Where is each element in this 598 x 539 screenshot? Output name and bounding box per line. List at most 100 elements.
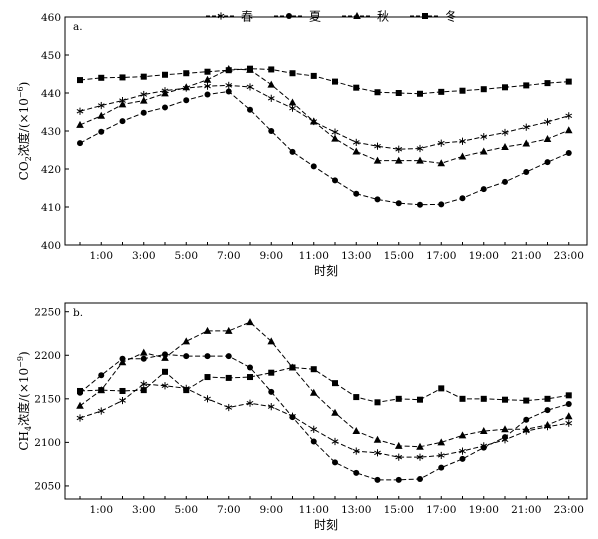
data-point-star xyxy=(267,403,275,411)
data-point-circle xyxy=(247,106,253,113)
data-point-triangle xyxy=(458,431,467,439)
data-point-triangle xyxy=(309,388,318,396)
data-point-triangle xyxy=(267,80,276,88)
data-point-star xyxy=(225,81,233,89)
series-line-triangle xyxy=(79,68,569,164)
data-point-triangle xyxy=(203,75,212,83)
data-point-circle xyxy=(353,190,360,197)
data-point-circle xyxy=(417,201,423,208)
x-tick-label: 5:00 xyxy=(174,504,198,516)
data-point-square xyxy=(438,88,445,95)
data-point-circle xyxy=(438,464,445,471)
x-tick-label: 23:00 xyxy=(554,504,584,516)
y-label-close: ) xyxy=(17,351,31,356)
data-point-circle xyxy=(395,476,402,483)
data-point-star xyxy=(76,107,84,115)
data-point-triangle xyxy=(543,134,552,142)
data-point-star xyxy=(374,449,381,457)
x-tick-label: 3:00 xyxy=(132,504,156,516)
data-point-triangle xyxy=(394,156,403,164)
x-tick-label: 23:00 xyxy=(554,250,584,262)
data-point-star xyxy=(395,145,403,153)
data-point-circle xyxy=(544,407,551,414)
data-point-square xyxy=(565,392,572,399)
data-point-square xyxy=(480,86,487,93)
data-point-star xyxy=(352,138,360,146)
data-point-square xyxy=(268,369,275,376)
data-point-star xyxy=(140,380,148,388)
data-point-square xyxy=(183,387,190,394)
data-point-star xyxy=(437,139,445,147)
series-square xyxy=(77,364,572,406)
data-point-square xyxy=(77,387,83,394)
x-tick-label: 15:00 xyxy=(384,250,414,262)
data-point-square xyxy=(395,90,402,96)
data-point-square xyxy=(289,70,296,77)
data-point-circle xyxy=(98,128,105,135)
data-point-square xyxy=(77,77,83,84)
data-point-circle xyxy=(98,372,105,379)
legend-label-4: 冬 xyxy=(445,9,457,24)
data-point-star xyxy=(352,447,360,455)
y-label-subscript: 4 xyxy=(24,426,33,431)
x-tick-label: 19:00 xyxy=(469,504,499,516)
data-point-star xyxy=(544,118,551,126)
x-axis-label: 时刻 xyxy=(314,264,338,278)
data-point-star xyxy=(97,407,105,415)
data-point-circle xyxy=(140,355,147,362)
data-point-circle xyxy=(523,169,530,176)
data-point-circle xyxy=(417,475,423,482)
data-point-triangle xyxy=(373,435,382,443)
x-tick-label: 19:00 xyxy=(469,250,499,262)
x-tick-label: 17:00 xyxy=(426,250,456,262)
data-point-circle xyxy=(268,388,275,395)
y-tick-label: 2050 xyxy=(34,481,61,493)
y-label-subscript: 2 xyxy=(24,156,33,161)
data-point-triangle xyxy=(352,427,361,435)
data-point-circle xyxy=(353,469,360,476)
data-point-triangle xyxy=(331,134,339,142)
data-point-circle xyxy=(204,353,211,360)
x-tick-label: 1:00 xyxy=(89,504,113,516)
y-tick-label: 2250 xyxy=(34,307,61,319)
data-point-star xyxy=(480,133,488,141)
data-point-triangle xyxy=(182,337,191,345)
data-point-triangle xyxy=(161,89,169,97)
data-point-square xyxy=(374,399,381,406)
data-point-square xyxy=(310,72,317,79)
data-point-square xyxy=(417,90,423,97)
y-tick-label: 430 xyxy=(41,126,61,138)
y-tick-label: 450 xyxy=(41,50,61,62)
data-point-circle xyxy=(310,438,317,445)
data-point-triangle xyxy=(479,147,488,155)
series-triangle xyxy=(76,318,573,450)
data-point-square xyxy=(374,89,381,96)
y-tick-label: 400 xyxy=(41,240,61,252)
data-point-circle xyxy=(332,177,338,184)
y-label-superscript: −9 xyxy=(16,356,25,368)
data-point-triangle xyxy=(501,142,509,150)
x-tick-label: 5:00 xyxy=(174,250,198,262)
data-point-triangle xyxy=(416,442,424,450)
data-point-square xyxy=(289,364,296,371)
x-tick-label: 7:00 xyxy=(217,250,241,262)
data-point-square xyxy=(544,80,551,87)
data-point-square xyxy=(502,84,508,91)
data-point-triangle xyxy=(267,337,276,345)
y-tick-label: 460 xyxy=(41,12,61,24)
y-tick-label: 410 xyxy=(41,202,61,214)
data-point-circle xyxy=(289,148,296,155)
data-point-circle xyxy=(395,200,402,207)
x-tick-label: 7:00 xyxy=(217,504,241,516)
data-point-square xyxy=(544,395,551,402)
panel-label: a. xyxy=(73,21,83,33)
y-axis-label: CH4浓度/(×10−9) xyxy=(16,351,33,450)
y-tick-label: 2200 xyxy=(34,350,61,362)
data-point-star xyxy=(246,399,254,407)
data-point-triangle xyxy=(118,100,127,108)
data-point-square xyxy=(119,74,126,81)
data-point-star xyxy=(161,382,169,390)
data-point-triangle xyxy=(118,358,127,366)
data-point-star xyxy=(97,101,105,110)
x-tick-label: 15:00 xyxy=(384,504,414,516)
